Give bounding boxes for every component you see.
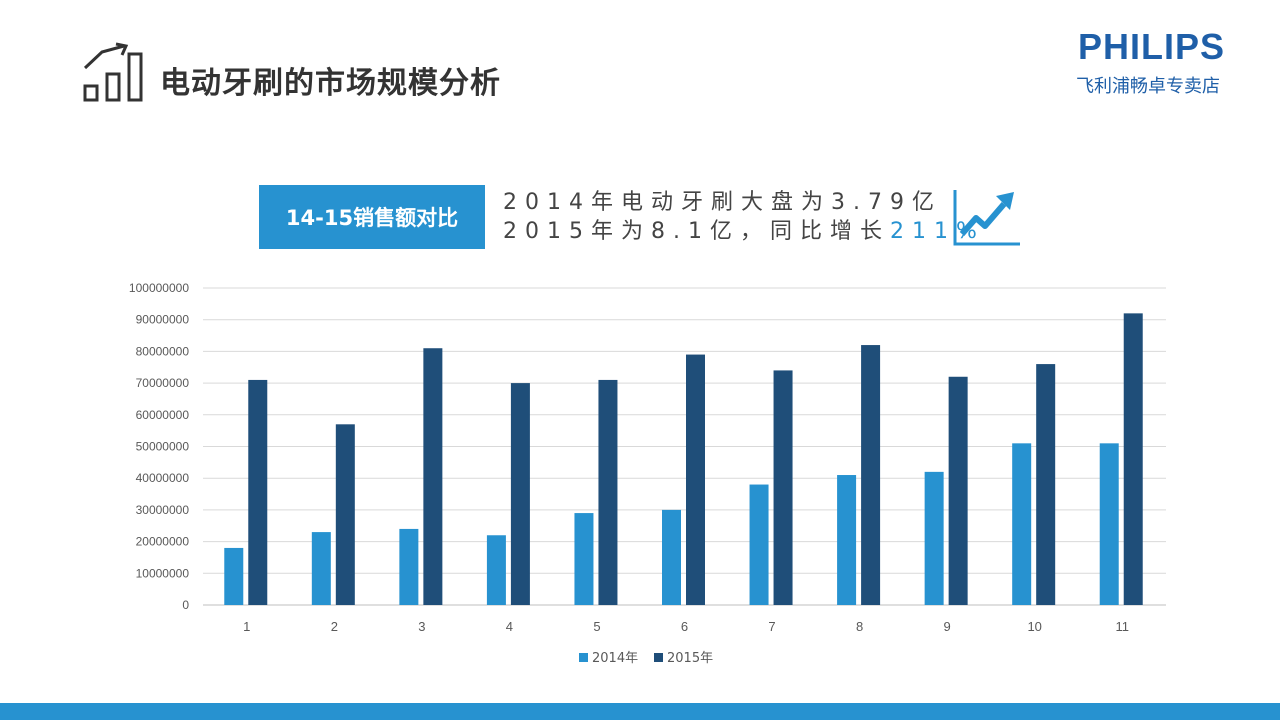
bar-2015 [335, 424, 355, 605]
summary-line-2-prefix: 2015年为8.1亿，同比增长 [503, 219, 890, 244]
bar-2015 [686, 354, 705, 605]
y-tick-label: 50000000 [136, 440, 190, 454]
bar-2014 [749, 484, 769, 605]
bar-2014 [311, 532, 331, 605]
y-tick-label: 60000000 [136, 408, 190, 422]
y-tick-label: 70000000 [136, 376, 190, 390]
bar-2015 [948, 376, 968, 605]
x-tick-label: 3 [418, 619, 425, 634]
bar-2014 [224, 547, 244, 605]
bar-2015 [1123, 313, 1143, 605]
growth-bars-icon [83, 42, 143, 102]
bar-2015 [598, 379, 618, 605]
footer-bar [0, 703, 1280, 720]
brand-logo: PHILIPS [1078, 26, 1226, 67]
bar-2014 [486, 535, 506, 605]
y-tick-label: 100000000 [129, 281, 189, 295]
y-tick-label: 80000000 [136, 344, 190, 358]
y-tick-label: 0 [182, 598, 189, 612]
bar-2014 [574, 513, 594, 605]
bar-2014 [837, 475, 857, 605]
x-tick-label: 5 [593, 619, 600, 634]
legend-label: 2015年 [667, 651, 713, 666]
bar-2014 [662, 509, 681, 605]
bar-2014 [924, 471, 944, 605]
summary-line-2: 2015年为8.1亿，同比增长211% [503, 217, 977, 246]
x-tick-label: 7 [768, 619, 775, 634]
summary-line-1: 2014年电动牙刷大盘为3.79亿 [503, 190, 942, 215]
page-title: 电动牙刷的市场规模分析 [160, 66, 501, 101]
x-tick-label: 6 [681, 619, 688, 634]
comparison-badge: 14-15销售额对比 [259, 185, 485, 249]
x-tick-label: 8 [856, 619, 863, 634]
bar-2015 [1036, 364, 1056, 605]
bar-2015 [510, 383, 530, 605]
bar-2014 [1012, 443, 1032, 605]
x-tick-label: 10 [1027, 619, 1041, 634]
x-tick-label: 2 [331, 619, 338, 634]
trend-up-icon [953, 190, 1020, 246]
bar-2014 [1099, 443, 1119, 605]
legend-swatch [654, 653, 663, 662]
y-tick-label: 90000000 [136, 313, 190, 327]
y-tick-label: 40000000 [136, 471, 190, 485]
x-tick-label: 9 [944, 619, 951, 634]
legend-label: 2014年 [592, 651, 638, 666]
x-tick-label: 4 [506, 619, 513, 634]
x-tick-label: 1 [243, 619, 250, 634]
sales-bar-chart: 0 10000000 20000000 30000000 40000000 5000000… [129, 281, 1166, 666]
bar-2014 [399, 528, 419, 605]
y-tick-label: 30000000 [136, 503, 190, 517]
bar-2015 [861, 345, 881, 605]
bar-2015 [773, 370, 793, 605]
summary-text: 2014年电动牙刷大盘为3.79亿 2015年为8.1亿，同比增长211% [503, 188, 977, 246]
x-tick-label: 11 [1115, 619, 1129, 634]
bar-2015 [248, 379, 268, 605]
y-tick-label: 10000000 [136, 566, 190, 580]
legend-swatch [579, 653, 588, 662]
brand-subtitle: 飞利浦畅卓专卖店 [1076, 76, 1220, 97]
bar-2015 [423, 348, 443, 605]
y-tick-label: 20000000 [136, 535, 190, 549]
